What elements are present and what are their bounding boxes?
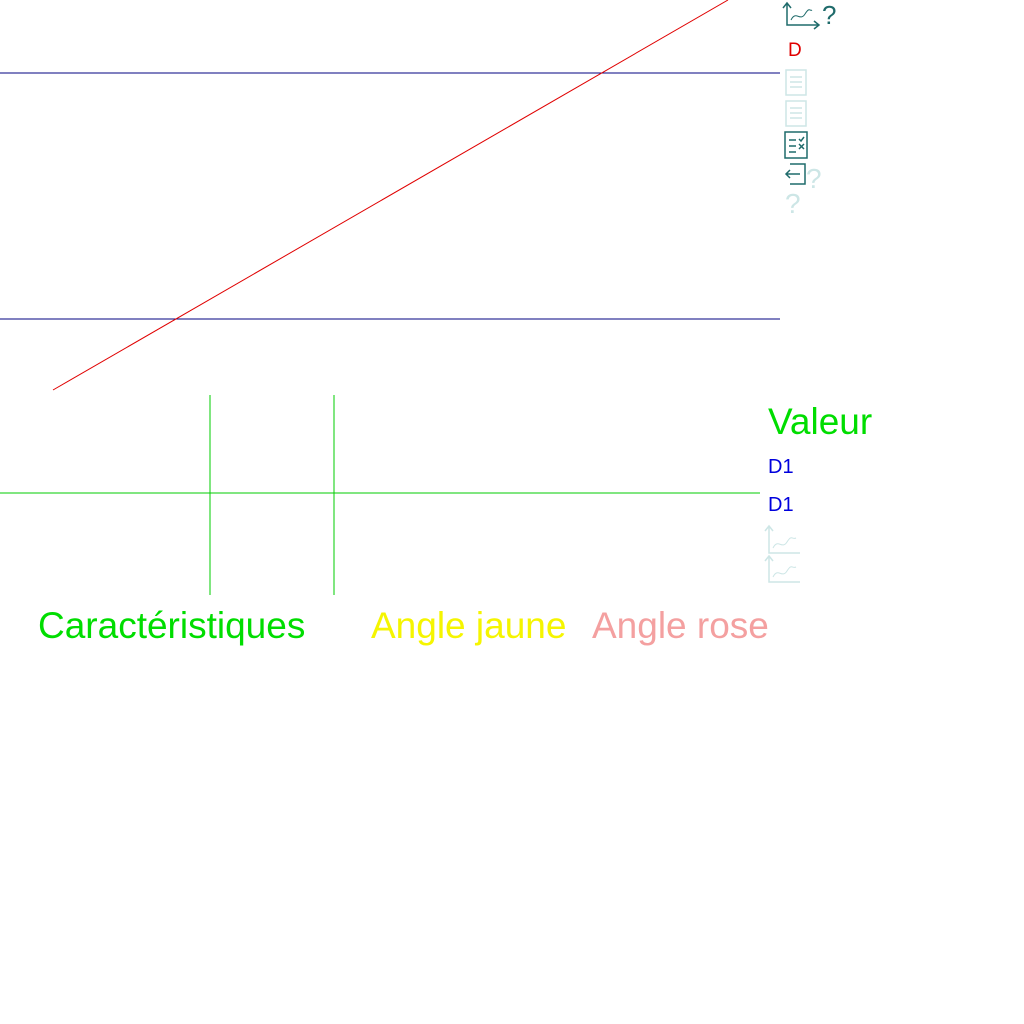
document-icon[interactable] — [785, 100, 807, 127]
line-label: D — [788, 40, 802, 61]
chart-icon[interactable] — [764, 524, 800, 554]
value-item: D1 — [768, 456, 794, 478]
exit-icon[interactable] — [784, 163, 806, 185]
help-mark[interactable]: ? — [822, 0, 836, 30]
help-mark[interactable]: ? — [785, 188, 801, 219]
legend-label: Angle jaune — [371, 605, 566, 646]
red-line — [52, 0, 729, 391]
chart-icon[interactable] — [782, 1, 821, 30]
legend-label: Angle rose — [592, 605, 769, 646]
help-mark[interactable]: ? — [806, 163, 822, 194]
document-icon[interactable] — [785, 69, 807, 96]
legend-label: Caractéristiques — [38, 605, 305, 646]
checklist-icon[interactable] — [784, 131, 808, 159]
value-title: Valeur — [768, 401, 872, 442]
chart-icon[interactable] — [764, 554, 800, 583]
value-item: D1 — [768, 494, 794, 516]
